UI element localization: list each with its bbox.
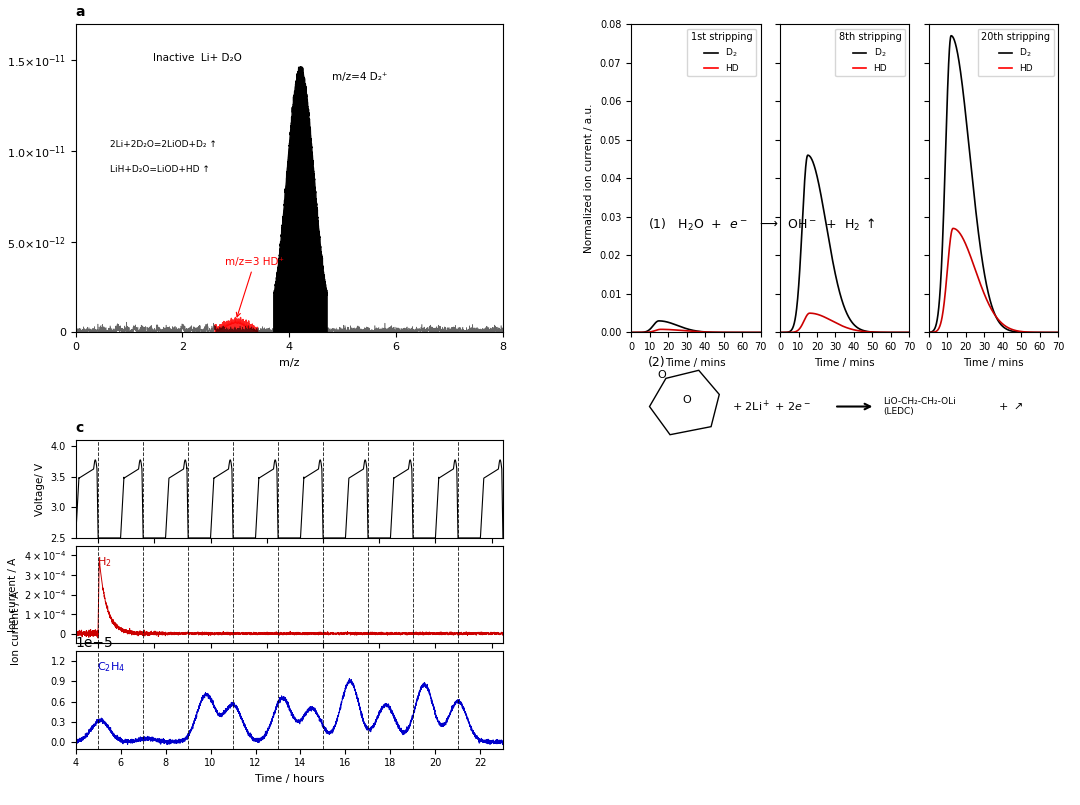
Y-axis label: Ion current / A: Ion current / A (0, 138, 1, 218)
Text: LiH+D₂O=LiOD+HD ↑: LiH+D₂O=LiOD+HD ↑ (110, 165, 210, 174)
Text: (2): (2) (648, 356, 665, 369)
X-axis label: Time / mins: Time / mins (665, 357, 726, 368)
Text: m/z=3 HD⁺: m/z=3 HD⁺ (225, 257, 284, 317)
Text: $\mathrm{H_2}$: $\mathrm{H_2}$ (97, 555, 111, 569)
X-axis label: m/z: m/z (279, 357, 299, 368)
Text: Ion current / A: Ion current / A (11, 591, 21, 665)
Text: b: b (611, 0, 622, 2)
Text: + $2\mathrm{Li}^+$ + $2e^-$: + $2\mathrm{Li}^+$ + $2e^-$ (731, 398, 811, 415)
Text: m/z=4 D₂⁺: m/z=4 D₂⁺ (332, 72, 388, 81)
Text: + $\nearrow$: + $\nearrow$ (998, 401, 1023, 412)
Text: O: O (658, 370, 666, 380)
Text: (1)   $\mathrm{H_2O}$  +  $e^-$  $\longrightarrow$  $\mathrm{OH^-}$  +  $\mathrm: (1) $\mathrm{H_2O}$ + $e^-$ $\longrighta… (648, 217, 876, 233)
Text: LiO-CH₂-CH₂-OLi
(LEDC): LiO-CH₂-CH₂-OLi (LEDC) (883, 397, 956, 416)
Legend: D$_2$, HD: D$_2$, HD (835, 29, 905, 76)
Legend: D$_2$, HD: D$_2$, HD (687, 29, 756, 76)
X-axis label: Time / hours: Time / hours (255, 774, 324, 784)
Text: O: O (683, 394, 691, 404)
Text: c: c (76, 421, 84, 435)
Text: $\mathrm{C_2H_4}$: $\mathrm{C_2H_4}$ (97, 661, 125, 675)
Text: a: a (76, 5, 85, 19)
Legend: D$_2$, HD: D$_2$, HD (977, 29, 1054, 76)
Y-axis label: Voltage/ V: Voltage/ V (35, 463, 45, 516)
Text: 2Li+2D₂O=2LiOD+D₂ ↑: 2Li+2D₂O=2LiOD+D₂ ↑ (110, 140, 217, 150)
X-axis label: Time / mins: Time / mins (814, 357, 875, 368)
Text: Inactive  Li+ D₂O: Inactive Li+ D₂O (152, 53, 242, 63)
Y-axis label: Ion current / A: Ion current / A (8, 557, 18, 632)
Y-axis label: Normalized ion current / a.u.: Normalized ion current / a.u. (584, 104, 594, 253)
X-axis label: Time / mins: Time / mins (963, 357, 1024, 368)
